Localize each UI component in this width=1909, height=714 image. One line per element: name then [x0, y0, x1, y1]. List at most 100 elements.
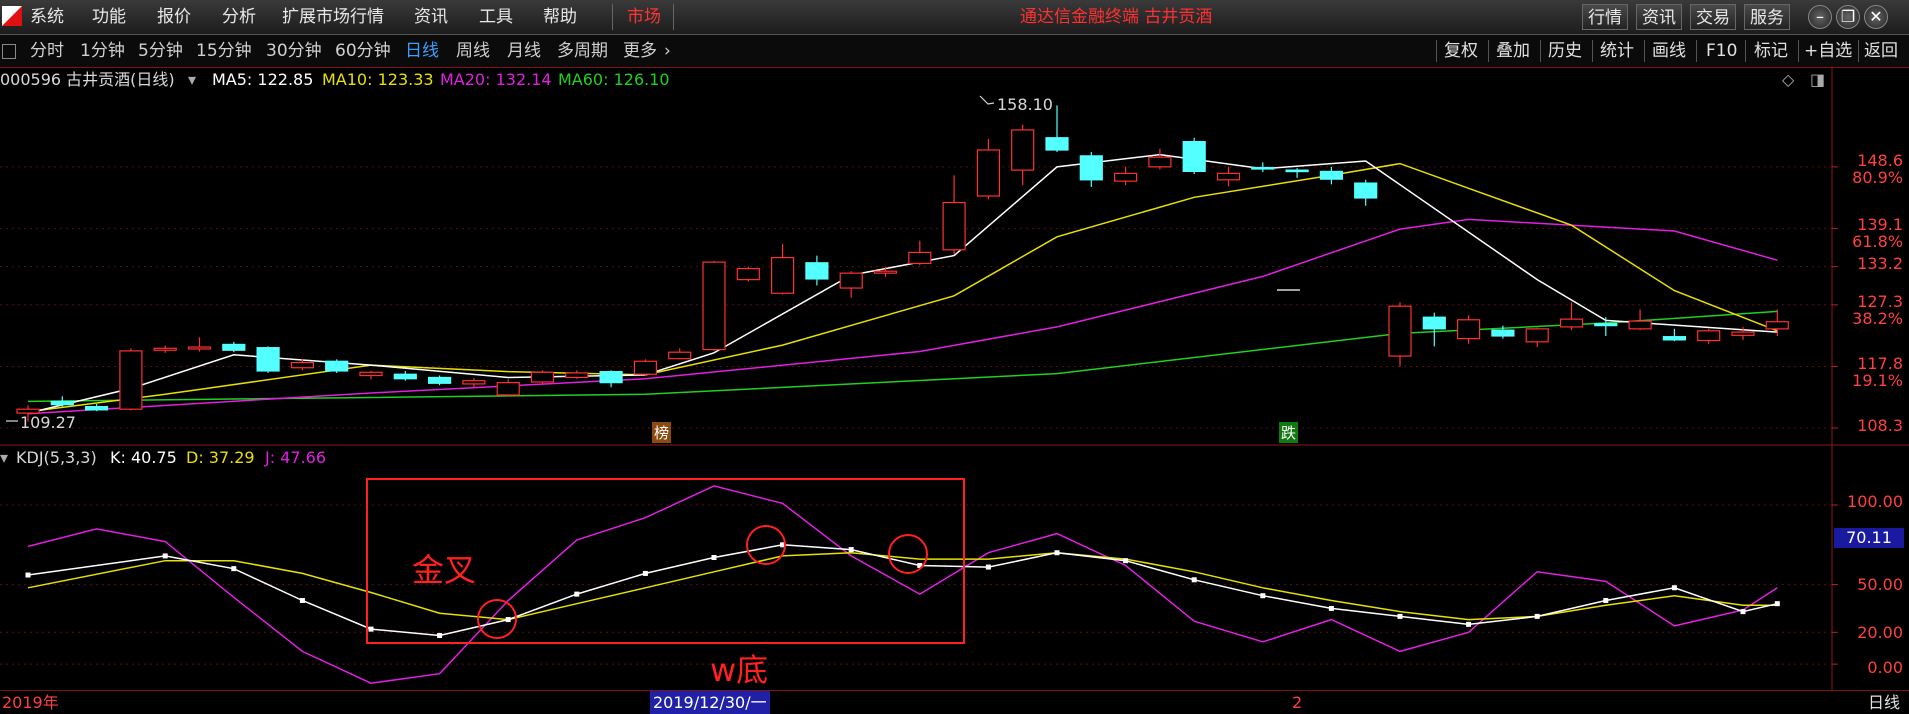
candle-body — [393, 373, 417, 380]
date-mark-label: 2 — [1292, 693, 1303, 712]
high-price-marker: 158.10 — [997, 95, 1053, 114]
cross-circle — [888, 534, 928, 574]
period-more[interactable]: 更多 — [623, 41, 657, 61]
menu-market[interactable]: 市场 — [627, 7, 661, 27]
kdj-k-point — [574, 591, 580, 597]
candle-body — [1422, 316, 1446, 330]
candle-body — [325, 360, 349, 372]
history-button[interactable]: 历史 — [1548, 41, 1582, 61]
diamond-icon[interactable]: ◇ — [1782, 70, 1795, 89]
candle-body — [805, 262, 829, 280]
ma60-value: MA60: 126.10 — [558, 70, 670, 89]
period-weekly[interactable]: 周线 — [456, 41, 490, 61]
candle-body — [1319, 170, 1344, 180]
period-toolbar: 分时 1分钟 5分钟 15分钟 30分钟 60分钟 日线 周线 月线 多周期 更… — [0, 35, 1909, 68]
candle-body — [942, 201, 966, 251]
kdj-k-point — [1534, 613, 1540, 619]
period-daily[interactable]: 日线 — [405, 41, 439, 61]
kdj-k-point — [437, 632, 443, 638]
low-price-marker: 109.27 — [20, 413, 76, 432]
chevron-right-icon[interactable]: › — [664, 41, 671, 61]
dropdown-circle-icon[interactable]: ▾ — [188, 70, 197, 89]
statistics-button[interactable]: 统计 — [1600, 41, 1634, 61]
golden-cross-annotation: 金叉 — [412, 551, 477, 589]
candle-body — [1594, 323, 1618, 327]
candle-body — [1216, 172, 1241, 181]
adjust-rights-button[interactable]: 复权 — [1444, 41, 1478, 61]
restore-icon[interactable]: ❐ — [1836, 5, 1860, 29]
window-title: 通达信金融终端 古井贡酒 — [1020, 7, 1213, 27]
candle-body — [1491, 329, 1515, 337]
back-button[interactable]: 返回 — [1864, 41, 1898, 61]
w-bottom-box — [366, 478, 965, 644]
period-indicator: 日线 — [1868, 693, 1901, 712]
stock-label: 000596 古井贡酒(日线) — [0, 70, 175, 89]
candle-body — [1045, 137, 1069, 151]
menubar: 系统 功能 报价 分析 扩展市场行情 资讯 工具 帮助 市场 通达信金融终端 古… — [0, 0, 1909, 35]
news-button[interactable]: 资讯 — [1636, 4, 1682, 30]
date-axis-bar: 2019年 2019/12/30/一 2 日线 — [0, 690, 1909, 714]
menu-system[interactable]: 系统 — [30, 7, 64, 27]
menu-news[interactable]: 资讯 — [414, 7, 448, 27]
candle-body — [496, 382, 520, 396]
candle-body — [1285, 169, 1309, 173]
kdj-k-point — [1397, 613, 1403, 619]
minimize-icon[interactable]: – — [1808, 5, 1832, 29]
add-watchlist-button[interactable]: +自选 — [1804, 41, 1853, 61]
candle-body — [908, 251, 932, 265]
overlay-button[interactable]: 叠加 — [1496, 41, 1530, 61]
trade-button[interactable]: 交易 — [1690, 4, 1736, 30]
ma10-line — [27, 162, 1778, 413]
period-60min[interactable]: 60分钟 — [335, 41, 391, 61]
menu-analysis[interactable]: 分析 — [222, 7, 256, 27]
candle-body — [1697, 330, 1721, 342]
f10-button[interactable]: F10 — [1706, 41, 1738, 61]
kdj-k-point — [642, 570, 648, 576]
candle-body — [668, 351, 692, 360]
menu-help[interactable]: 帮助 — [543, 7, 577, 27]
period-30min[interactable]: 30分钟 — [266, 41, 322, 61]
price-axis-label: 148.6 — [1857, 151, 1903, 170]
quote-button[interactable]: 行情 — [1582, 4, 1628, 30]
cursor-date-label: 2019/12/30/一 — [650, 691, 770, 714]
service-button[interactable]: 服务 — [1744, 4, 1790, 30]
date-start-label: 2019年 — [2, 693, 59, 712]
ma20-value: MA20: 132.14 — [440, 70, 552, 89]
panel-toggle-icon[interactable] — [2, 44, 16, 59]
kdj-d-value: D: 37.29 — [186, 448, 255, 467]
candle-body — [599, 371, 623, 384]
period-15min[interactable]: 15分钟 — [196, 41, 252, 61]
candle-body — [976, 149, 1001, 197]
close-icon[interactable]: ✕ — [1864, 5, 1888, 29]
period-monthly[interactable]: 月线 — [507, 41, 541, 61]
candle-body — [256, 347, 280, 372]
candle-body — [16, 408, 40, 414]
kdj-k-point — [299, 597, 305, 603]
period-multi[interactable]: 多周期 — [557, 41, 608, 61]
candle-body — [1388, 305, 1412, 357]
mark-button[interactable]: 标记 — [1754, 41, 1788, 61]
period-tick[interactable]: 分时 — [30, 41, 64, 61]
toolbar-separator — [1436, 40, 1437, 62]
menu-tools[interactable]: 工具 — [479, 7, 513, 27]
period-5min[interactable]: 5分钟 — [138, 41, 183, 61]
panel-icon[interactable]: ◨ — [1810, 70, 1826, 89]
menu-extended-market[interactable]: 扩展市场行情 — [282, 7, 384, 27]
kdj-k-point — [1260, 593, 1266, 599]
price-axis-label: 108.3 — [1857, 416, 1903, 435]
price-axis-label: 38.2% — [1852, 309, 1903, 328]
toolbar-separator — [1488, 40, 1489, 62]
kdj-axis-label: 100.00 — [1847, 492, 1903, 511]
cross-circle — [746, 525, 786, 565]
candle-body — [84, 406, 109, 411]
period-1min[interactable]: 1分钟 — [80, 41, 125, 61]
candle-body — [1559, 318, 1584, 328]
kdj-k-point — [848, 547, 854, 553]
candle-body — [119, 350, 143, 410]
draw-line-button[interactable]: 画线 — [1652, 41, 1686, 61]
menu-function[interactable]: 功能 — [92, 7, 126, 27]
kdj-k-point — [1054, 550, 1060, 556]
menu-quote[interactable]: 报价 — [157, 7, 191, 27]
kdj-dropdown-icon[interactable]: ▾ — [0, 448, 9, 467]
